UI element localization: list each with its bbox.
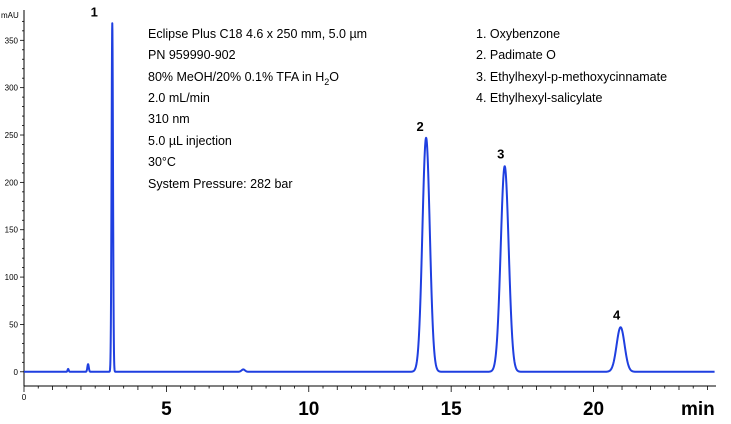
legend: 1. Oxybenzone 2. Padimate O 3. Ethylhexy…	[476, 27, 667, 105]
x-tick-label: 10	[298, 399, 319, 420]
y-ticks: 0 50 100 150 200 250 300 350	[5, 20, 24, 377]
y-unit-label: mAU	[1, 11, 19, 20]
legend-item-1: 1. Oxybenzone	[476, 27, 560, 41]
condition-column: Eclipse Plus C18 4.6 x 250 mm, 5.0 µm	[148, 27, 367, 41]
y-tick-label: 0	[14, 368, 19, 377]
y-tick-label: 250	[5, 131, 19, 140]
condition-injection: 5.0 µL injection	[148, 134, 232, 148]
x-unit-label: min	[681, 399, 715, 420]
y-tick-label: 150	[5, 226, 19, 235]
peak-label-2: 2	[416, 119, 423, 134]
condition-wavelength: 310 nm	[148, 112, 190, 126]
y-tick-label: 50	[9, 320, 18, 329]
condition-mobile-phase: 80% MeOH/20% 0.1% TFA in H2O	[148, 70, 339, 87]
x-tick-label: 15	[441, 399, 463, 420]
legend-item-3: 3. Ethylhexyl-p-methoxycinnamate	[476, 70, 667, 84]
y-tick-label: 200	[5, 178, 19, 187]
peak-label-1: 1	[91, 4, 98, 19]
legend-item-2: 2. Padimate O	[476, 48, 556, 62]
condition-flow-rate: 2.0 mL/min	[148, 91, 210, 105]
legend-item-4: 4. Ethylhexyl-salicylate	[476, 91, 602, 105]
x-tick-label: 0	[22, 393, 27, 402]
condition-pressure: System Pressure: 282 bar	[148, 177, 293, 191]
condition-temperature: 30°C	[148, 155, 176, 169]
y-tick-label: 350	[5, 36, 19, 45]
x-ticks: 0 5 10 15 20	[22, 386, 708, 420]
x-tick-label: 20	[583, 399, 604, 420]
axes	[23, 10, 716, 387]
peak-label-3: 3	[497, 146, 504, 161]
peak-label-4: 4	[613, 307, 621, 322]
conditions-block: Eclipse Plus C18 4.6 x 250 mm, 5.0 µm PN…	[148, 27, 367, 191]
y-tick-label: 300	[5, 84, 19, 93]
chromatogram-trace	[23, 22, 716, 373]
peak-labels: 1 2 3 4	[91, 4, 621, 322]
condition-part-number: PN 959990-902	[148, 48, 236, 62]
x-tick-label: 5	[161, 399, 172, 420]
y-tick-label: 100	[5, 273, 19, 282]
